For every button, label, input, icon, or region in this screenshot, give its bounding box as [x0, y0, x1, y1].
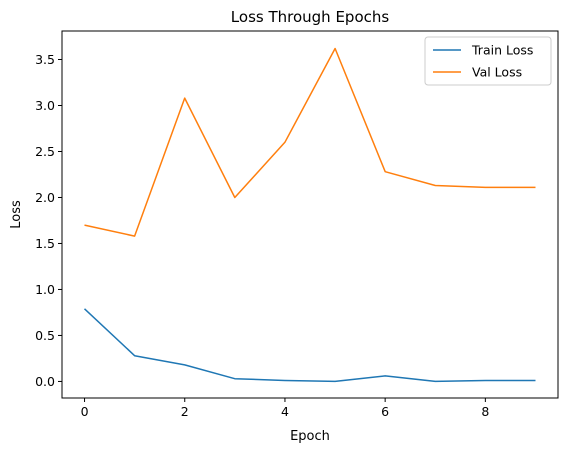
- y-tick-label: 3.5: [35, 52, 55, 67]
- series-line-val-loss: [84, 47, 536, 237]
- x-tick-label: 6: [381, 404, 389, 419]
- y-tick-label: 2.0: [35, 190, 55, 205]
- x-tick-label: 4: [281, 404, 289, 419]
- y-tick-label: 0.0: [35, 374, 55, 389]
- series-layer: [83, 47, 536, 383]
- y-tick-label: 3.0: [35, 98, 55, 113]
- y-axis-ticks: 0.0 0.5 1.0 1.5 2.0 2.5 3.0 3.5: [35, 52, 62, 389]
- y-tick-label: 2.5: [35, 144, 55, 159]
- x-tick-label: 2: [181, 404, 189, 419]
- legend: Train Loss Val Loss: [424, 36, 552, 86]
- axes-frame: [61, 30, 559, 399]
- x-axis-ticks: 0 2 4 6 8: [81, 398, 489, 419]
- y-axis-label: Loss: [9, 200, 24, 229]
- legend-box: [424, 36, 552, 86]
- y-tick-label: 1.0: [35, 282, 55, 297]
- y-tick-label: 0.5: [35, 328, 55, 343]
- legend-label-train-loss: Train Loss: [471, 43, 533, 58]
- chart-title: Loss Through Epochs: [231, 8, 390, 26]
- plot-area: [61, 30, 559, 399]
- series-line-train-loss: [83, 308, 536, 383]
- x-axis-label: Epoch: [290, 429, 330, 444]
- y-tick-label: 1.5: [35, 236, 55, 251]
- legend-label-val-loss: Val Loss: [472, 65, 522, 80]
- x-tick-label: 0: [81, 404, 89, 419]
- x-tick-label: 8: [481, 404, 489, 419]
